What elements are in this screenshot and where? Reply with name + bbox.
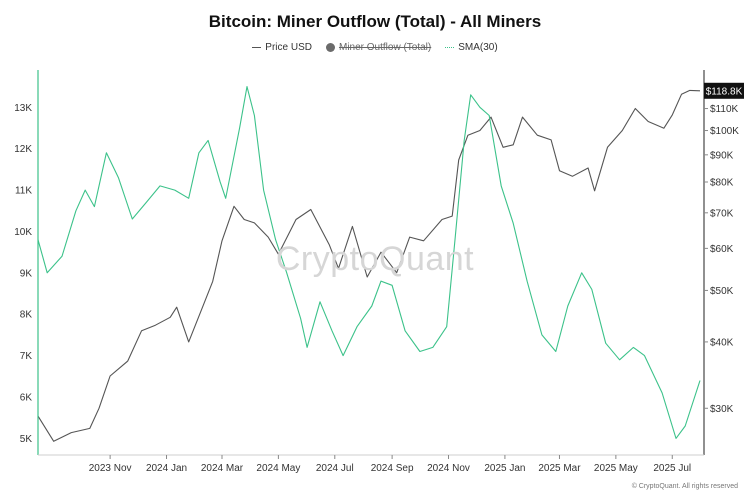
y-right-tick-label: $90K (710, 150, 734, 161)
watermark: CryptoQuant (275, 240, 475, 278)
x-tick-label: 2024 May (256, 463, 300, 474)
legend-label-sma: SMA(30) (458, 42, 498, 53)
legend-label-miner-outflow: Miner Outflow (Total) (338, 42, 432, 53)
y-right-tick-label: $80K (710, 178, 734, 189)
y-right-tick-label: $50K (710, 286, 734, 297)
y-left-tick-label: 9K (20, 268, 33, 279)
chart-title: Bitcoin: Miner Outflow (Total) - All Min… (208, 12, 542, 31)
x-tick-label: 2024 Nov (427, 463, 470, 474)
y-right-tick-label: $70K (710, 208, 734, 219)
y-left-tick-label: 10K (14, 227, 32, 238)
y-left-tick-label: 11K (15, 186, 32, 197)
y-left-tick-label: 13K (14, 103, 32, 114)
x-tick-label: 2025 Mar (538, 463, 581, 474)
x-tick-label: 2024 Jan (146, 463, 187, 474)
y-left-tick-label: 12K (14, 144, 32, 155)
last-price-label: $118.8K (706, 86, 743, 97)
x-tick-label: 2025 Jan (484, 463, 525, 474)
y-left-tick-label: 8K (20, 310, 33, 321)
x-tick-label: 2024 Jul (316, 463, 354, 474)
series-layer (37, 86, 701, 442)
axis-layer: 2023 Nov 2024 Jan 2024 Mar 2024 May 2024 Jul… (14, 70, 744, 474)
line-swatch-icon (252, 47, 262, 48)
y-left-tick-label: 7K (20, 351, 33, 362)
legend-label-price: Price USD (265, 42, 312, 53)
sma30-line (37, 86, 701, 439)
legend: Price USD Miner Outflow (Total) SMA(30) (0, 42, 750, 53)
copyright-text: © CryptoQuant. All rights reserved (631, 483, 738, 490)
legend-item-miner-outflow[interactable]: Miner Outflow (Total) (325, 42, 432, 53)
y-right-tick-label: $30K (710, 404, 734, 415)
y-right-tick-label: $40K (710, 337, 734, 348)
legend-item-sma[interactable]: SMA(30) (445, 42, 498, 53)
x-tick-label: 2024 Sep (371, 463, 414, 474)
price-line (37, 89, 701, 442)
dotted-swatch-icon (445, 47, 455, 48)
y-left-tick-label: 5K (20, 434, 33, 445)
y-left-tick-label: 6K (20, 393, 33, 404)
y-right-tick-label: $60K (710, 244, 734, 255)
x-tick-label: 2025 Jul (653, 463, 691, 474)
dot-swatch-icon (325, 43, 335, 52)
last-price-badge (704, 82, 744, 99)
x-tick-label: 2024 Mar (201, 463, 244, 474)
y-right-tick-label: $110K (710, 104, 739, 115)
x-tick-label: 2023 Nov (89, 463, 132, 474)
legend-item-price[interactable]: Price USD (252, 42, 312, 53)
x-tick-label: 2025 May (594, 463, 638, 474)
y-right-tick-label: $100K (710, 126, 739, 137)
